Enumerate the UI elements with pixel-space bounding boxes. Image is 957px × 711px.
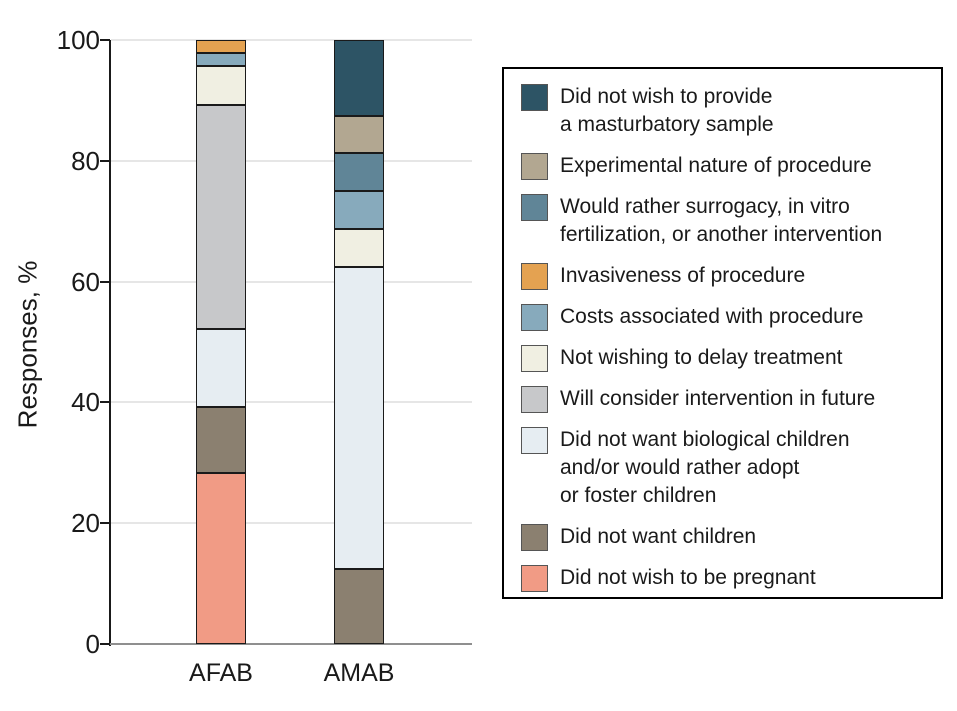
y-tick-label-40: 40 [71, 387, 100, 417]
bar-segment [334, 569, 384, 644]
legend-label: Invasiveness of procedure [560, 264, 806, 287]
chart-area: Responses, % 0 20 40 60 80 100 AFAB AMAB [12, 25, 472, 687]
x-axis-line [110, 643, 472, 645]
gridline-40 [111, 401, 472, 403]
gridline-60 [111, 281, 472, 283]
bar-segment [334, 116, 384, 153]
bar-segment [334, 267, 384, 569]
legend-label: Not wishing to delay treatment [560, 346, 843, 369]
legend-swatch-icon [521, 194, 548, 221]
legend-swatch-icon [521, 263, 548, 290]
bar-segment [334, 40, 384, 116]
bar-segment [334, 229, 384, 267]
legend-label: Would rather surrogacy, in vitro fertiliz… [560, 195, 883, 246]
legend-swatch-icon [521, 386, 548, 413]
legend-label: Did not wish to be pregnant [560, 566, 816, 589]
legend-label: Will consider intervention in future [560, 387, 876, 410]
legend-item: Will consider intervention in future [521, 385, 935, 413]
y-axis-line [109, 40, 111, 646]
y-axis-title: Responses, % [12, 260, 43, 429]
legend-label: Did not want biological children and/or w… [560, 428, 850, 507]
y-tick-label-60: 60 [71, 267, 100, 297]
legend-swatch-icon [521, 524, 548, 551]
legend-label: Experimental nature of procedure [560, 154, 872, 177]
legend-item: Experimental nature of procedure [521, 152, 935, 180]
bar-segment [196, 105, 246, 329]
legend-label: Did not wish to provide a masturbatory sa… [560, 85, 774, 136]
bar-segment [196, 40, 246, 53]
legend-swatch-icon [521, 565, 548, 592]
legend-item: Did not wish to be pregnant [521, 564, 935, 592]
legend-swatch-icon [521, 304, 548, 331]
legend-item: Not wishing to delay treatment [521, 344, 935, 372]
legend-item: Did not want children [521, 523, 935, 551]
x-axis-label-afab: AFAB [189, 659, 253, 687]
legend-item: Invasiveness of procedure [521, 262, 935, 290]
legend-item: Did not wish to provide a masturbatory sa… [521, 83, 935, 139]
gridline-80 [111, 160, 472, 162]
bar-segment [196, 329, 246, 407]
legend-label: Costs associated with procedure [560, 305, 864, 328]
bar-segment [196, 66, 246, 105]
y-tick-80 [100, 160, 110, 162]
bar-segment [334, 153, 384, 191]
y-tick-label-80: 80 [71, 146, 100, 176]
legend-swatch-icon [521, 84, 548, 111]
y-tick-label-20: 20 [71, 508, 100, 538]
gridline-20 [111, 522, 472, 524]
y-tick-0 [100, 643, 110, 645]
y-tick-label-100: 100 [56, 25, 100, 55]
bar-segment [196, 407, 246, 473]
bar-segment [196, 473, 246, 644]
y-tick-40 [100, 401, 110, 403]
gridline-100 [111, 39, 472, 41]
legend-swatch-icon [521, 427, 548, 454]
y-tick-20 [100, 522, 110, 524]
y-tick-label-0: 0 [85, 629, 100, 659]
legend-item: Would rather surrogacy, in vitro fertiliz… [521, 193, 935, 249]
legend-item: Did not want biological children and/or w… [521, 426, 935, 510]
y-tick-60 [100, 281, 110, 283]
legend-swatch-icon [521, 153, 548, 180]
x-axis-label-amab: AMAB [323, 659, 395, 687]
bar-segment [334, 191, 384, 229]
legend-item: Costs associated with procedure [521, 303, 935, 331]
bar-segment [196, 53, 246, 66]
legend-swatch-icon [521, 345, 548, 372]
legend-label: Did not want children [560, 525, 757, 548]
y-tick-100 [100, 39, 110, 41]
legend: Did not wish to provide a masturbatory sa… [502, 67, 943, 599]
